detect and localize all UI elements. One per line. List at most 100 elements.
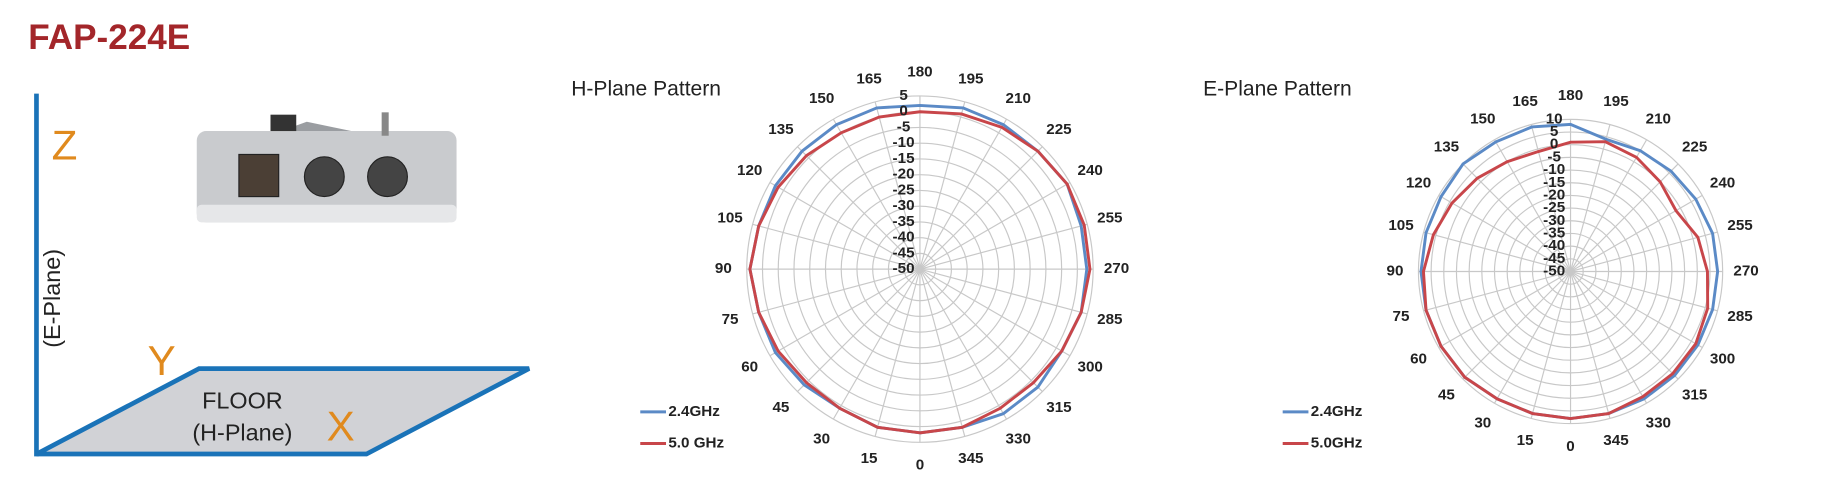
grid-spoke bbox=[1570, 271, 1648, 404]
angle-label: 180 bbox=[1558, 87, 1583, 104]
grid-spoke bbox=[919, 223, 1088, 270]
angle-label: 285 bbox=[1097, 311, 1123, 328]
angle-label: 60 bbox=[1410, 350, 1427, 367]
angle-label: 165 bbox=[1512, 93, 1538, 110]
r-tick-label: 5 bbox=[1550, 123, 1559, 140]
grid-spoke bbox=[1438, 270, 1571, 349]
angle-label: 0 bbox=[1566, 438, 1574, 455]
angle-label: 90 bbox=[715, 260, 732, 277]
y-label: Y bbox=[148, 337, 176, 384]
grid-spoke bbox=[1570, 231, 1718, 273]
angle-label: 315 bbox=[1682, 387, 1708, 404]
angle-label: 150 bbox=[809, 90, 834, 107]
grid-spoke bbox=[919, 268, 1043, 393]
angle-label: 15 bbox=[861, 450, 878, 467]
h-plane-label: (H-Plane) bbox=[192, 419, 292, 445]
r-tick-label: -45 bbox=[893, 244, 916, 261]
grid-spoke bbox=[1570, 271, 1679, 380]
angle-label: 255 bbox=[1727, 217, 1753, 234]
grid-spoke bbox=[919, 268, 966, 437]
grid-spoke bbox=[1530, 271, 1572, 419]
x-label: X bbox=[327, 403, 355, 450]
angle-label: 195 bbox=[958, 70, 984, 87]
floor-label: FLOOR bbox=[202, 388, 283, 414]
angle-label: 165 bbox=[856, 70, 882, 87]
grid-spoke bbox=[769, 268, 921, 357]
grid-spoke bbox=[769, 182, 921, 270]
grid-spoke bbox=[1569, 271, 1611, 419]
angle-label: 135 bbox=[1434, 138, 1460, 155]
r-tick-label: -50 bbox=[1543, 262, 1565, 279]
grid-spoke bbox=[797, 146, 921, 270]
r-tick-label: 5 bbox=[899, 87, 908, 104]
chart-title: H-Plane Pattern bbox=[571, 78, 721, 101]
legend-label: 2.4GHz bbox=[1311, 403, 1363, 420]
angle-label: 330 bbox=[1646, 415, 1671, 432]
grid-spoke bbox=[1570, 163, 1679, 272]
angle-label: 45 bbox=[772, 399, 789, 416]
angle-label: 345 bbox=[958, 450, 984, 467]
r-tick-label: -10 bbox=[893, 134, 915, 151]
grid-spoke bbox=[752, 268, 921, 315]
angle-label: 225 bbox=[1682, 138, 1708, 155]
angle-label: 45 bbox=[1438, 387, 1455, 404]
r-tick-label: -30 bbox=[893, 197, 915, 214]
grid-spoke bbox=[1570, 270, 1703, 349]
angle-label: 0 bbox=[916, 457, 924, 474]
angle-label: 105 bbox=[717, 209, 743, 226]
angle-label: 180 bbox=[907, 64, 932, 81]
angle-label: 15 bbox=[1517, 432, 1534, 449]
series-line bbox=[1421, 140, 1710, 421]
angle-label: 30 bbox=[1474, 415, 1491, 432]
r-tick-label: -10 bbox=[1543, 161, 1565, 178]
floor-plane bbox=[35, 366, 531, 457]
grid-spoke bbox=[1493, 271, 1572, 404]
grid-spoke bbox=[919, 101, 966, 270]
angle-label: 120 bbox=[1406, 175, 1431, 192]
r-tick-label: -25 bbox=[1543, 199, 1566, 216]
grid-spoke bbox=[919, 182, 1071, 270]
page-title: FAP-224E bbox=[28, 18, 190, 57]
legend-label: 5.0GHz bbox=[1311, 435, 1363, 452]
angle-label: 270 bbox=[1104, 260, 1129, 277]
grid-spoke bbox=[1570, 270, 1718, 312]
device-photo bbox=[196, 112, 457, 223]
r-tick-label: -30 bbox=[1543, 212, 1565, 229]
z-label: Z bbox=[52, 122, 78, 169]
angle-label: 345 bbox=[1603, 432, 1629, 449]
grid-spoke bbox=[919, 268, 1071, 357]
legend-label: 2.4GHz bbox=[668, 403, 720, 420]
grid-spoke bbox=[1530, 124, 1572, 272]
grid-spoke bbox=[1462, 271, 1571, 380]
angle-label: 60 bbox=[741, 358, 758, 375]
e-plane-label: (E-Plane) bbox=[39, 249, 65, 348]
r-tick-label: -50 bbox=[893, 260, 915, 277]
angle-label: 105 bbox=[1388, 217, 1414, 234]
r-tick-label: 0 bbox=[899, 103, 907, 120]
angle-label: 210 bbox=[1006, 90, 1031, 107]
angle-label: 195 bbox=[1603, 93, 1629, 110]
angle-label: 255 bbox=[1097, 209, 1123, 226]
angle-label: 210 bbox=[1646, 110, 1671, 127]
grid-spoke bbox=[919, 268, 1088, 315]
grid-spoke bbox=[832, 118, 921, 270]
r-tick-label: -20 bbox=[1543, 186, 1565, 203]
grid-spoke bbox=[1462, 163, 1571, 272]
grid-spoke bbox=[1570, 194, 1703, 272]
r-tick-label: -45 bbox=[1543, 250, 1566, 267]
angle-label: 270 bbox=[1733, 262, 1758, 279]
grid-spoke bbox=[1423, 270, 1571, 312]
grid-spoke bbox=[919, 146, 1043, 270]
grid-spoke bbox=[919, 118, 1008, 270]
r-tick-label: -25 bbox=[893, 181, 916, 198]
angle-label: 75 bbox=[1393, 308, 1410, 325]
angle-label: 135 bbox=[768, 121, 794, 138]
grid-spoke bbox=[874, 268, 921, 437]
grid-spoke bbox=[832, 268, 921, 420]
r-tick-label: -15 bbox=[893, 150, 916, 167]
r-tick-label: -5 bbox=[1547, 148, 1561, 165]
angle-label: 120 bbox=[737, 162, 762, 179]
r-tick-label: -5 bbox=[897, 118, 911, 135]
chart-title: E-Plane Pattern bbox=[1203, 78, 1352, 101]
angle-label: 240 bbox=[1077, 162, 1102, 179]
